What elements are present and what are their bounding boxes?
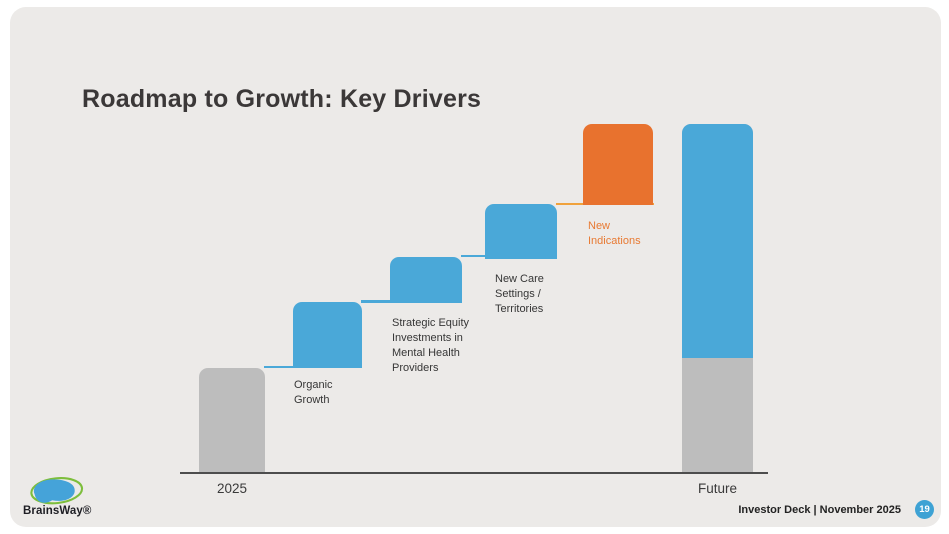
label-new-indications: New Indications [588, 220, 641, 247]
x-axis-line [180, 472, 768, 474]
axis-label-2025: 2025 [216, 481, 248, 496]
label-strategic-equity: Strategic Equity Investments in Mental H… [392, 317, 470, 374]
bar-strategic-equity [390, 257, 462, 303]
connector-baseline-to-organic [264, 365, 295, 368]
label-organic-growth: Organic Growth [294, 379, 333, 406]
label-new-care-settings: New Care Settings / Territories [495, 273, 544, 315]
connector-strategic-to-care [461, 254, 486, 257]
bar-new-care-settings [485, 204, 557, 259]
bar-organic-growth [293, 302, 362, 368]
brainsway-brain-icon [30, 477, 84, 505]
brainsway-logo-text: BrainsWay® [23, 505, 92, 517]
bar-2025-baseline [199, 368, 265, 473]
brainsway-logo: BrainsWay® [23, 475, 113, 527]
bar-new-indications [583, 124, 653, 205]
slide: Roadmap to Growth: Key Drivers 2025 Futu… [10, 7, 941, 527]
bar-future-total [682, 124, 753, 473]
axis-label-future: Future [697, 481, 738, 496]
footer-deck-label: Investor Deck | November 2025 [738, 504, 901, 516]
connector-organic-to-strategic [361, 300, 391, 303]
bar-future-blue-segment [682, 124, 753, 358]
page-number-badge: 19 [915, 500, 934, 519]
slide-title: Roadmap to Growth: Key Drivers [82, 85, 482, 113]
